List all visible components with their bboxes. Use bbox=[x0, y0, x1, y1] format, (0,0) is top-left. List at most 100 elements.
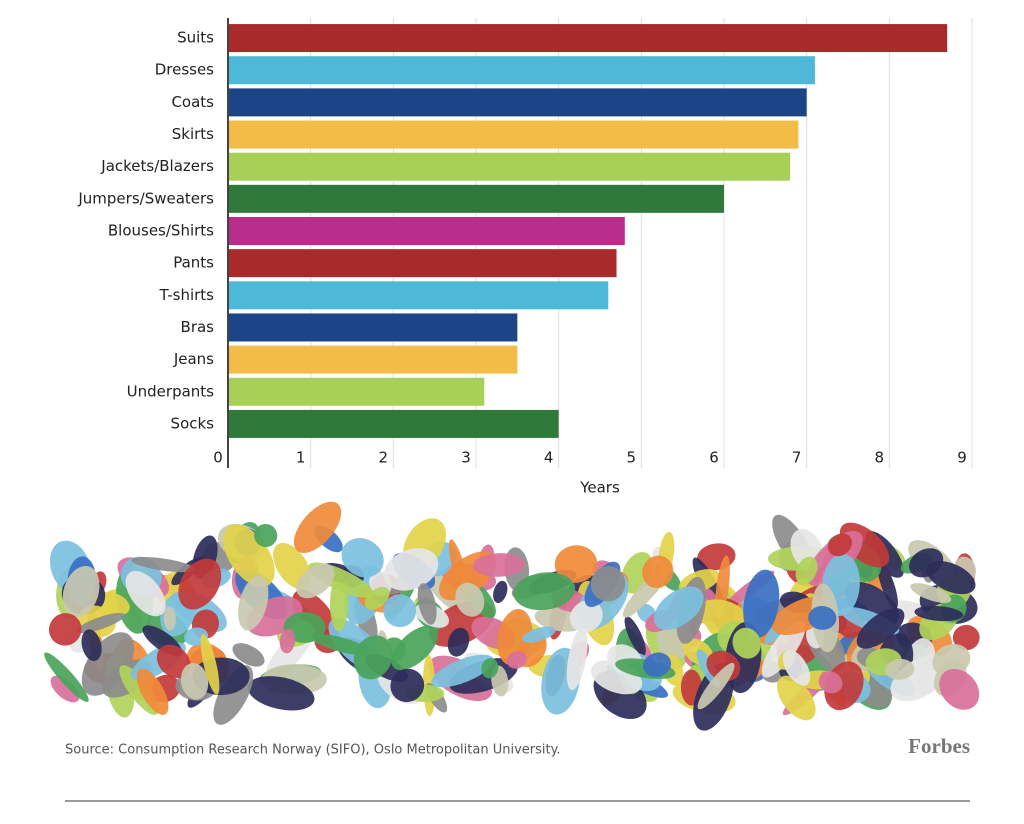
cloth bbox=[566, 627, 588, 691]
bar bbox=[228, 313, 518, 342]
cloth bbox=[473, 553, 525, 577]
cloth bbox=[178, 558, 222, 610]
cloth bbox=[885, 658, 915, 680]
y-tick-label: Coats bbox=[171, 93, 214, 111]
bar bbox=[228, 409, 559, 438]
cloth bbox=[447, 627, 470, 657]
cloth bbox=[455, 582, 485, 617]
cloth bbox=[743, 569, 780, 639]
cloth bbox=[777, 675, 816, 721]
cloth bbox=[761, 620, 806, 678]
bar bbox=[228, 184, 724, 213]
cloth bbox=[136, 668, 169, 715]
cloth bbox=[642, 652, 672, 677]
cloth bbox=[156, 644, 191, 678]
x-tick-label: 0 bbox=[213, 449, 223, 467]
cloth bbox=[782, 649, 811, 686]
cloth bbox=[383, 548, 439, 591]
cloth bbox=[76, 613, 125, 634]
cloth bbox=[493, 580, 508, 604]
cloth bbox=[926, 561, 976, 595]
y-tick-label: Underpants bbox=[127, 382, 215, 400]
x-tick-label: 8 bbox=[875, 449, 885, 467]
bar bbox=[228, 88, 807, 117]
cloth bbox=[590, 565, 626, 602]
cloth bbox=[341, 538, 384, 578]
cloth bbox=[624, 616, 646, 656]
bar bbox=[228, 120, 799, 149]
cloth bbox=[939, 668, 980, 710]
x-tick-label: 7 bbox=[792, 449, 802, 467]
cloth bbox=[44, 652, 89, 702]
cloth bbox=[296, 563, 335, 599]
cloth bbox=[795, 556, 818, 585]
y-tick-label: Jeans bbox=[173, 350, 214, 368]
y-tick-label: Skirts bbox=[172, 125, 214, 143]
cloth bbox=[131, 557, 196, 573]
cloth bbox=[232, 643, 265, 667]
cloth bbox=[513, 572, 576, 611]
cloth bbox=[311, 634, 370, 655]
x-tick-label: 1 bbox=[296, 449, 306, 467]
cloth bbox=[914, 605, 964, 622]
bar bbox=[228, 281, 609, 310]
cloth bbox=[238, 575, 269, 631]
cloth bbox=[50, 675, 80, 703]
x-tick-label: 5 bbox=[627, 449, 637, 467]
y-tick-label: Blouses/Shirts bbox=[108, 222, 214, 240]
x-tick-label: 3 bbox=[461, 449, 471, 467]
cloth bbox=[497, 609, 533, 666]
cloth bbox=[163, 606, 176, 631]
x-axis-label: Years bbox=[579, 479, 620, 497]
cloth bbox=[391, 625, 439, 671]
cloth bbox=[653, 586, 704, 630]
cloth bbox=[417, 583, 437, 625]
cloth bbox=[570, 600, 603, 633]
bar bbox=[228, 56, 815, 85]
x-tick-label: 4 bbox=[544, 449, 554, 467]
cloth bbox=[81, 632, 135, 696]
x-tick-label: 6 bbox=[709, 449, 719, 467]
y-tick-label: Suits bbox=[177, 29, 214, 47]
cloth bbox=[481, 658, 499, 679]
cloth bbox=[808, 606, 837, 630]
cloth bbox=[697, 662, 735, 710]
cloth bbox=[254, 523, 278, 547]
y-tick-label: Pants bbox=[173, 254, 214, 272]
cloth bbox=[506, 651, 527, 669]
cloth bbox=[279, 628, 296, 654]
cloth bbox=[383, 594, 417, 628]
y-tick-label: T-shirts bbox=[158, 286, 214, 304]
y-tick-label: Jackets/Blazers bbox=[100, 157, 214, 175]
cloth bbox=[48, 613, 82, 646]
bar bbox=[228, 24, 948, 53]
cloth bbox=[125, 570, 166, 617]
cloth bbox=[247, 676, 315, 711]
cloth bbox=[877, 560, 898, 609]
y-tick-label: Socks bbox=[171, 414, 215, 432]
cloth bbox=[828, 533, 853, 557]
bar bbox=[228, 377, 485, 406]
cloth bbox=[390, 668, 425, 703]
logo: Forbes bbox=[908, 734, 970, 758]
cloth bbox=[431, 654, 494, 688]
bar bbox=[228, 152, 791, 181]
bar bbox=[228, 249, 617, 278]
y-tick-label: Jumpers/Sweaters bbox=[77, 189, 214, 207]
cloth bbox=[62, 566, 100, 618]
cloth bbox=[818, 671, 843, 694]
cloth bbox=[180, 663, 209, 700]
y-tick-label: Bras bbox=[181, 318, 215, 336]
y-tick-label: Dresses bbox=[155, 61, 214, 79]
cloth bbox=[952, 624, 980, 651]
source: Source: Consumption Research Norway (SIF… bbox=[65, 743, 561, 758]
x-tick-label: 9 bbox=[957, 449, 967, 467]
bar bbox=[228, 217, 625, 245]
cloth bbox=[522, 626, 556, 643]
cloth bbox=[200, 633, 220, 695]
bar bbox=[228, 345, 518, 374]
x-tick-label: 2 bbox=[379, 449, 389, 467]
cloth bbox=[642, 555, 674, 589]
clothes-image bbox=[44, 501, 980, 731]
